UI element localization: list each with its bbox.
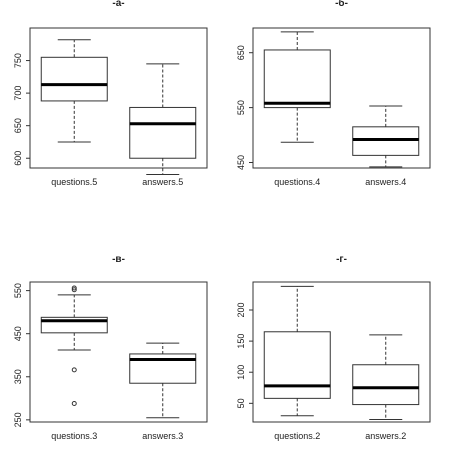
box-answers.5: [129, 63, 197, 176]
category-label: answers.2: [365, 431, 406, 441]
y-tick-label: 150: [236, 334, 246, 349]
y-tick-label: 700: [13, 86, 23, 101]
y-tick-label: 350: [13, 369, 23, 384]
iqr-box: [129, 106, 197, 159]
category-label: questions.5: [51, 177, 97, 187]
outlier-point: [71, 287, 77, 293]
y-tick-label: 250: [13, 412, 23, 427]
box-questions.5: [40, 39, 108, 143]
box-questions.3: [40, 285, 108, 406]
y-tick-label: 50: [236, 398, 246, 408]
y-tick-label: 100: [236, 365, 246, 380]
panel-title: -б-: [335, 0, 348, 9]
category-label: answers.5: [142, 177, 183, 187]
outlier-point: [71, 285, 77, 291]
iqr-box: [352, 126, 420, 156]
outlier-point: [71, 400, 77, 406]
box-answers.4: [352, 105, 420, 168]
iqr-box: [352, 364, 420, 406]
plot-frame: [29, 281, 208, 423]
y-tick-label: 600: [13, 151, 23, 166]
category-label: questions.2: [274, 431, 320, 441]
iqr-box: [263, 49, 331, 109]
outlier-point: [71, 367, 77, 373]
category-label: answers.4: [365, 177, 406, 187]
y-tick-label: 450: [236, 155, 246, 170]
panel-g: -г- 50 100 150 200 questions.2 answers.2: [236, 254, 431, 441]
panel-title: -в-: [112, 254, 125, 265]
y-tick-label: 650: [236, 45, 246, 60]
panel-title: -г-: [336, 254, 347, 265]
box-answers.2: [352, 334, 420, 421]
panel-v: -в- 250 350 450 550 questions.3 answers.3: [13, 254, 208, 441]
iqr-box: [40, 56, 108, 102]
panel-title: -a-: [112, 0, 124, 9]
y-tick-label: 450: [13, 326, 23, 341]
box-questions.4: [263, 31, 331, 143]
iqr-box: [263, 331, 331, 399]
y-tick-label: 650: [13, 118, 23, 133]
category-label: questions.4: [274, 177, 320, 187]
panel-b: -б- 450 550 650 questions.4 answers.4: [236, 0, 431, 187]
box-questions.2: [263, 285, 331, 417]
y-tick-label: 200: [236, 302, 246, 317]
category-label: answers.3: [142, 431, 183, 441]
y-tick-label: 550: [13, 283, 23, 298]
y-tick-label: 550: [236, 100, 246, 115]
y-tick-label: 750: [13, 53, 23, 68]
box-answers.3: [129, 342, 197, 419]
panel-a: -a- 600 650 700 750 questions.5 answers.5: [13, 0, 208, 187]
category-label: questions.3: [51, 431, 97, 441]
